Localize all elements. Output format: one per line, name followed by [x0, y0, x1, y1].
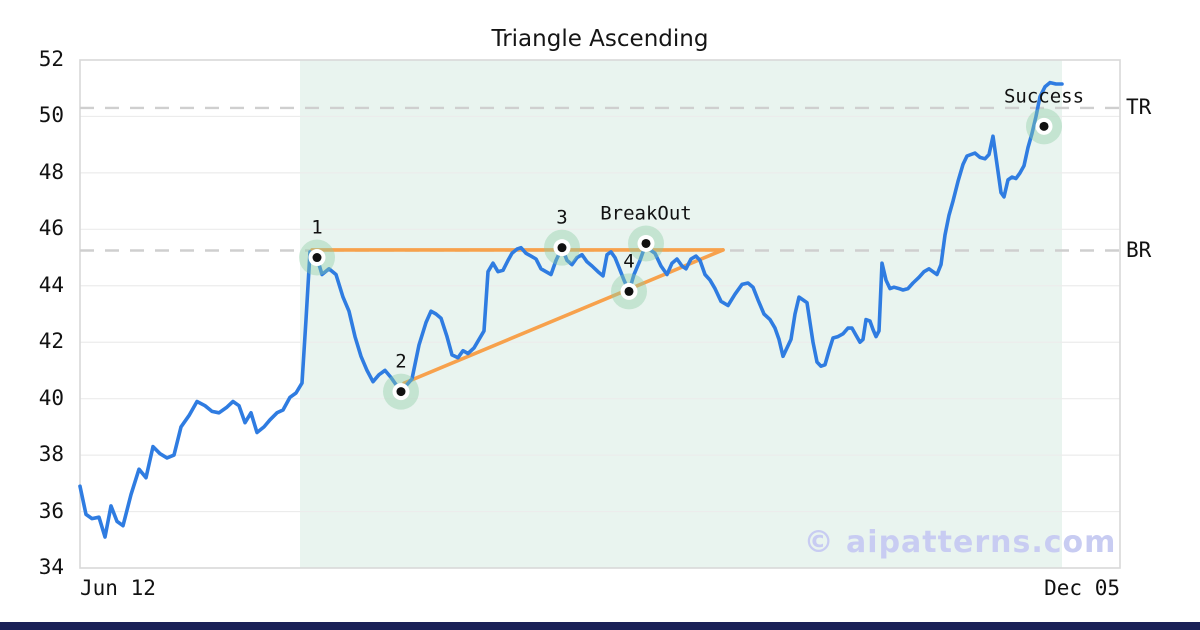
marker-label-breakout: BreakOut: [600, 202, 692, 224]
level-label-tr: TR: [1126, 94, 1152, 119]
marker-label-p1: 1: [311, 217, 322, 239]
marker-label-p4: 4: [623, 250, 634, 272]
x-axis-tick-end: Dec 05: [1044, 576, 1120, 600]
chart-title: Triangle Ascending: [491, 26, 709, 52]
marker-dot-p2: [396, 387, 406, 397]
marker-label-p2: 2: [395, 351, 406, 373]
y-axis-tick-48: 48: [38, 159, 64, 184]
y-axis-tick-50: 50: [38, 103, 64, 128]
y-axis-tick-36: 36: [38, 498, 64, 523]
bottom-accent-bar: [0, 622, 1200, 630]
marker-dot-p1: [312, 253, 322, 263]
pattern-region-shade: [300, 60, 1062, 568]
marker-dot-p3: [557, 243, 567, 253]
marker-label-success: Success: [1004, 85, 1084, 107]
price-line-series: [78, 80, 1064, 539]
marker-label-p3: 3: [556, 207, 567, 229]
x-axis-tick-start: Jun 12: [80, 576, 156, 600]
marker-dot-breakout: [641, 238, 651, 248]
marker-dot-success: [1039, 121, 1049, 131]
marker-dot-p4: [624, 286, 634, 296]
y-axis-tick-46: 46: [38, 216, 64, 241]
plot-border: [79, 59, 1121, 569]
y-axis-tick-38: 38: [38, 442, 64, 467]
level-label-br: BR: [1126, 237, 1152, 262]
y-axis-tick-40: 40: [38, 385, 64, 410]
y-axis-tick-44: 44: [38, 272, 64, 297]
y-axis-tick-34: 34: [38, 555, 64, 579]
watermark: © aipatterns.com: [803, 525, 1117, 560]
y-axis-tick-52: 52: [38, 47, 64, 71]
y-axis-tick-42: 42: [38, 329, 64, 354]
